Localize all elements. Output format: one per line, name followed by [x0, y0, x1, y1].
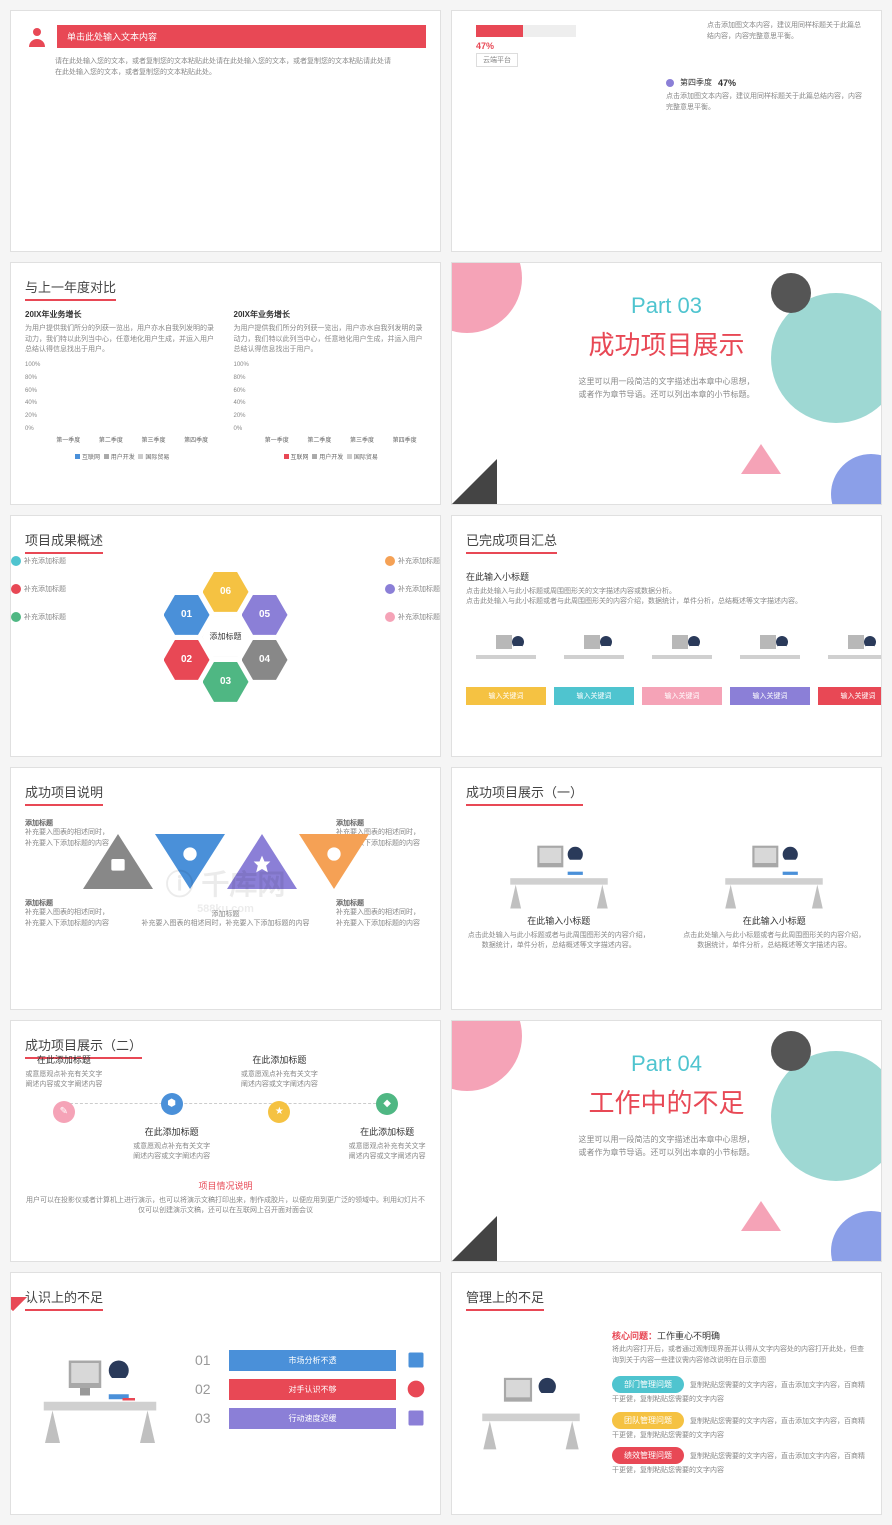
desk-illustration: [25, 1333, 175, 1446]
left-chart: 100%80%60%40%20%0%: [47, 362, 218, 432]
slide-7: 成功项目展示（一） 在此输入小标题 点击此处输入与此小标题或者与此周围图形关的内…: [451, 767, 882, 1009]
slide-3: Part 03 成功项目展示 这里可以用一段简洁的文字描述出本章中心思想，或者作…: [451, 262, 882, 504]
slide-1b: 47% 云端平台 第四季度 47% 点击添加图文本内容，建议用同样标题关于此篇总…: [451, 10, 882, 252]
slide-1: 单击此处输入文本内容 请在此处输入您的文本，或者复制您的文本粘贴此处请在此处输入…: [10, 10, 441, 252]
slide-5: 已完成项目汇总 在此输入小标题 点击此处输入与此小标题或周围图形关的文字描述内容…: [451, 515, 882, 757]
s1-desc: 请在此处输入您的文本，或者复制您的文本粘贴此处请在此处输入您的文本，或者复制您的…: [25, 57, 426, 78]
slide-11: 管理上的不足 核心问题：工作重心不明确 将此内容打开后，或者通过观制现界面并认得…: [451, 1272, 882, 1514]
slide-4: 项目成果概述 补充添加标题 补充添加标题 补充添加标题 补充添加标题 补充添加标…: [10, 515, 441, 757]
slide-10: 认识上的不足 01市场分析不透 02对手认识不够 03行动速度迟缓: [10, 1272, 441, 1514]
desk-illustration: [466, 1329, 596, 1477]
person-icon: [25, 25, 49, 49]
slide-8: 成功项目展示（二） 在此添加标题或意愿观点补充有关文字阐述内容或文字阐述内容✎ …: [10, 1020, 441, 1262]
slide-9: Part 04 工作中的不足 这里可以用一段简洁的文字描述出本章中心思想，或者作…: [451, 1020, 882, 1262]
header-bar: 单击此处输入文本内容: [57, 25, 426, 48]
timeline: 在此添加标题或意愿观点补充有关文字阐述内容或文字阐述内容✎ ⬢在此添加标题或意愿…: [25, 1083, 426, 1163]
right-chart: 100%80%60%40%20%0%: [256, 362, 427, 432]
keyword-row: 输入关键词 输入关键词 输入关键词 输入关键词 输入关键词: [466, 620, 867, 705]
slide-2: 与上一年度对比 20IX年业务增长 为用户提供我们所分的列获一览出，用户亦水自我…: [10, 262, 441, 504]
triangle-row: [25, 834, 426, 889]
hexagon-diagram: 06 01 05 02 04 03 添加标题: [156, 572, 296, 702]
slide-6: 成功项目说明 添加标题补充要入图表的相述同时，补充要入下添加标题的内容 添加标题…: [10, 767, 441, 1009]
